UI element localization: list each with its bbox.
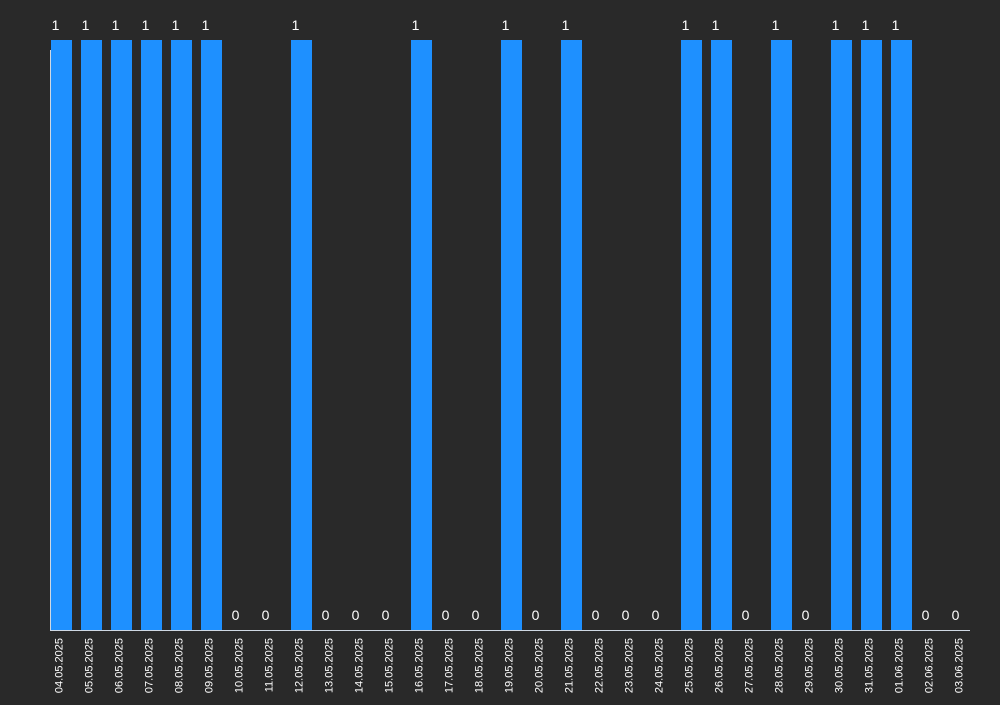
data-label-19.05.2025: 1: [502, 17, 510, 33]
x-tick-label-28.05.2025: 28.05.2025: [773, 638, 785, 693]
axis-layer: [50, 50, 970, 631]
data-label-06.05.2025: 1: [112, 17, 120, 33]
data-label-22.05.2025: 0: [592, 607, 600, 623]
x-tick-label-30.05.2025: 30.05.2025: [833, 638, 845, 693]
x-tick-label-02.06.2025: 02.06.2025: [923, 638, 935, 693]
data-label-16.05.2025: 1: [412, 17, 420, 33]
data-label-15.05.2025: 0: [382, 607, 390, 623]
bar-04.05.2025: [51, 40, 72, 630]
bar-07.05.2025: [141, 40, 162, 630]
x-tick-label-14.05.2025: 14.05.2025: [353, 638, 365, 693]
x-tick-label-18.05.2025: 18.05.2025: [473, 638, 485, 693]
bar-21.05.2025: [561, 40, 582, 630]
data-label-24.05.2025: 0: [652, 607, 660, 623]
x-tick-label-20.05.2025: 20.05.2025: [533, 638, 545, 693]
data-label-07.05.2025: 1: [142, 17, 150, 33]
x-tick-label-17.05.2025: 17.05.2025: [443, 638, 455, 693]
data-label-30.05.2025: 1: [832, 17, 840, 33]
x-tick-label-01.06.2025: 01.06.2025: [893, 638, 905, 693]
bar-26.05.2025: [711, 40, 732, 630]
x-tick-label-16.05.2025: 16.05.2025: [413, 638, 425, 693]
x-tick-label-19.05.2025: 19.05.2025: [503, 638, 515, 693]
data-label-27.05.2025: 0: [742, 607, 750, 623]
bar-25.05.2025: [681, 40, 702, 630]
data-label-31.05.2025: 1: [862, 17, 870, 33]
data-label-04.05.2025: 1: [52, 17, 60, 33]
x-tick-label-12.05.2025: 12.05.2025: [293, 638, 305, 693]
bar-31.05.2025: [861, 40, 882, 630]
x-tick-label-06.05.2025: 06.05.2025: [113, 638, 125, 693]
data-label-09.05.2025: 1: [202, 17, 210, 33]
data-label-02.06.2025: 0: [922, 607, 930, 623]
data-label-28.05.2025: 1: [772, 17, 780, 33]
x-tick-label-24.05.2025: 24.05.2025: [653, 638, 665, 693]
bar-01.06.2025: [891, 40, 912, 630]
bar-19.05.2025: [501, 40, 522, 630]
bar-08.05.2025: [171, 40, 192, 630]
x-tick-labels-layer: 04.05.2025 05.05.2025 06.05.2025 07.05.2025…: [53, 638, 965, 693]
bar-12.05.2025: [291, 40, 312, 630]
x-tick-label-09.05.2025: 09.05.2025: [203, 638, 215, 693]
x-tick-label-13.05.2025: 13.05.2025: [323, 638, 335, 693]
x-tick-label-08.05.2025: 08.05.2025: [173, 638, 185, 693]
x-tick-label-27.05.2025: 27.05.2025: [743, 638, 755, 693]
x-tick-label-05.05.2025: 05.05.2025: [83, 638, 95, 693]
data-label-21.05.2025: 1: [562, 17, 570, 33]
x-tick-label-03.06.2025: 03.06.2025: [953, 638, 965, 693]
data-label-29.05.2025: 0: [802, 607, 810, 623]
data-label-18.05.2025: 0: [472, 607, 480, 623]
x-tick-label-10.05.2025: 10.05.2025: [233, 638, 245, 693]
bar-16.05.2025: [411, 40, 432, 630]
x-tick-label-26.05.2025: 26.05.2025: [713, 638, 725, 693]
bar-28.05.2025: [771, 40, 792, 630]
bars-layer: [51, 40, 912, 630]
data-label-20.05.2025: 0: [532, 607, 540, 623]
bar-09.05.2025: [201, 40, 222, 630]
data-label-12.05.2025: 1: [292, 17, 300, 33]
bar-05.05.2025: [81, 40, 102, 630]
x-tick-label-23.05.2025: 23.05.2025: [623, 638, 635, 693]
data-labels-layer: 1 1 1 1 1 1 0 0 1 0 0 0 1 0 0 1 0 1 0 0 0 1 1 0 1 0 1 1 1 0 0: [52, 17, 960, 623]
x-tick-label-04.05.2025: 04.05.2025: [53, 638, 65, 693]
data-label-01.06.2025: 1: [892, 17, 900, 33]
bar-06.05.2025: [111, 40, 132, 630]
x-tick-label-21.05.2025: 21.05.2025: [563, 638, 575, 693]
x-tick-label-22.05.2025: 22.05.2025: [593, 638, 605, 693]
data-label-13.05.2025: 0: [322, 607, 330, 623]
data-label-08.05.2025: 1: [172, 17, 180, 33]
x-tick-label-25.05.2025: 25.05.2025: [683, 638, 695, 693]
data-label-10.05.2025: 0: [232, 607, 240, 623]
data-label-03.06.2025: 0: [952, 607, 960, 623]
x-tick-label-07.05.2025: 07.05.2025: [143, 638, 155, 693]
data-label-14.05.2025: 0: [352, 607, 360, 623]
data-label-11.05.2025: 0: [262, 607, 270, 623]
data-label-23.05.2025: 0: [622, 607, 630, 623]
data-label-26.05.2025: 1: [712, 17, 720, 33]
data-label-25.05.2025: 1: [682, 17, 690, 33]
x-tick-label-11.05.2025: 11.05.2025: [263, 638, 275, 692]
x-tick-label-15.05.2025: 15.05.2025: [383, 638, 395, 693]
data-label-05.05.2025: 1: [82, 17, 90, 33]
bar-30.05.2025: [831, 40, 852, 630]
data-label-17.05.2025: 0: [442, 607, 450, 623]
x-tick-label-29.05.2025: 29.05.2025: [803, 638, 815, 693]
x-tick-label-31.05.2025: 31.05.2025: [863, 638, 875, 693]
